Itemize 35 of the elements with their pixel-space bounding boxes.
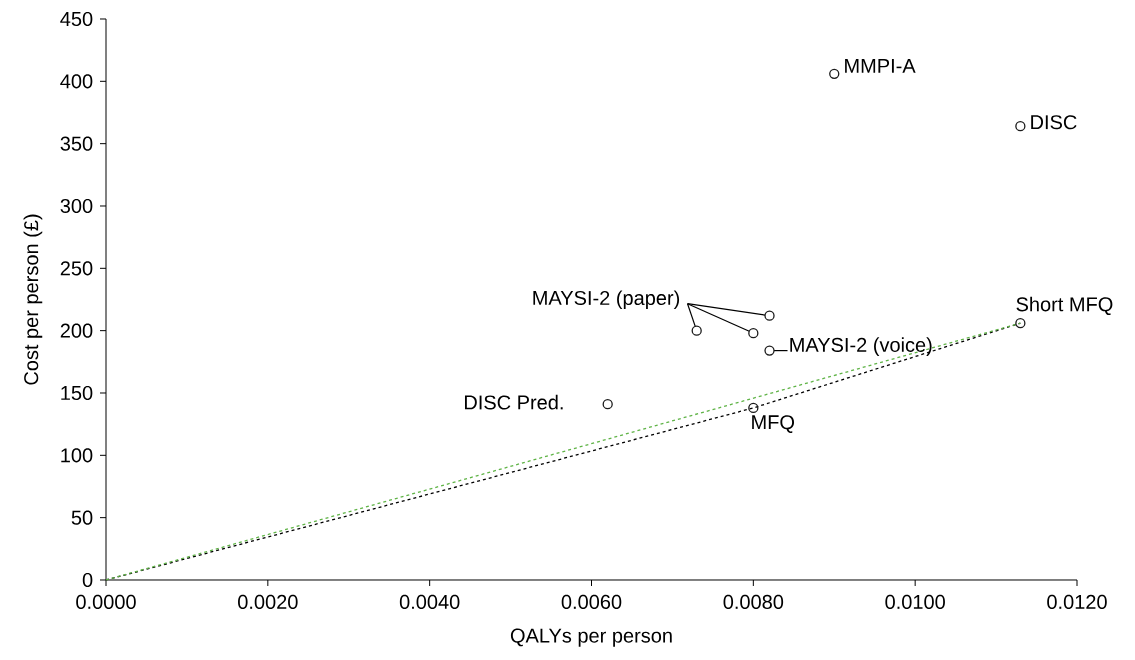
annotation: DISC [1031,115,1077,130]
annotation: MAYSI-2 (paper) [533,290,680,310]
point [1015,121,1026,132]
point [764,345,775,356]
y-tick-label: 100 [61,448,93,463]
point [764,310,775,321]
y-tick-label: 0 [82,572,93,588]
point [829,68,840,79]
x-tick-label: 0.0020 [238,594,298,610]
y-tick-label: 250 [60,261,93,276]
annotation: MMPI-A [845,58,916,73]
annotation: Short MFQ [1016,296,1113,315]
y-axis-title: Cost per person (£) [23,214,43,385]
x-tick-label: 0.0100 [885,594,945,610]
point [748,402,759,414]
x-tick-label: 0.0040 [399,594,460,610]
y-tick-label: 200 [60,323,93,338]
x-tick-label: 0.0060 [561,594,622,610]
y-tick-label: 450 [60,11,93,27]
y-tick-label: 300 [60,198,93,214]
y-tick-label: 400 [60,74,93,89]
point [1015,318,1026,329]
x-tick-label: 0.0000 [76,594,136,610]
y-tick-label: 150 [61,385,93,401]
y-tick-label: 350 [60,136,93,151]
annotation: MAYSI-2 (voice) [790,337,932,356]
x-axis-title: QALYs per person [510,628,672,647]
annotation: DISC Pred. [464,394,563,410]
point [602,399,613,410]
x-tick-label: 0.0120 [1047,594,1107,610]
y-tick-label: 50 [71,510,93,525]
annotation: MFQ [752,415,795,433]
x-tick-label: 0.0080 [723,594,784,610]
point [748,328,759,339]
point [691,325,702,336]
